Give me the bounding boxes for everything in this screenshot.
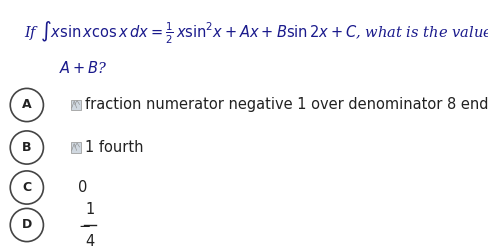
Text: B: B xyxy=(22,141,32,154)
FancyBboxPatch shape xyxy=(71,100,81,110)
Text: 1 fourth: 1 fourth xyxy=(85,140,144,155)
Text: A: A xyxy=(22,98,32,112)
Text: 0: 0 xyxy=(78,180,87,195)
Text: If $\int x \sin x \cos x\, dx = \frac{1}{2}\,x\sin^2\!x + Ax + B \sin 2x + C$, w: If $\int x \sin x \cos x\, dx = \frac{1}… xyxy=(24,20,488,46)
Text: $1$: $1$ xyxy=(85,201,95,217)
Text: $A + B$?: $A + B$? xyxy=(59,60,107,76)
FancyBboxPatch shape xyxy=(71,142,81,153)
Text: fraction numerator negative 1 over denominator 8 end fraction: fraction numerator negative 1 over denom… xyxy=(85,98,488,112)
Text: $-$: $-$ xyxy=(78,218,91,232)
Text: C: C xyxy=(22,181,31,194)
Text: D: D xyxy=(21,218,32,232)
Text: $4$: $4$ xyxy=(85,233,96,249)
